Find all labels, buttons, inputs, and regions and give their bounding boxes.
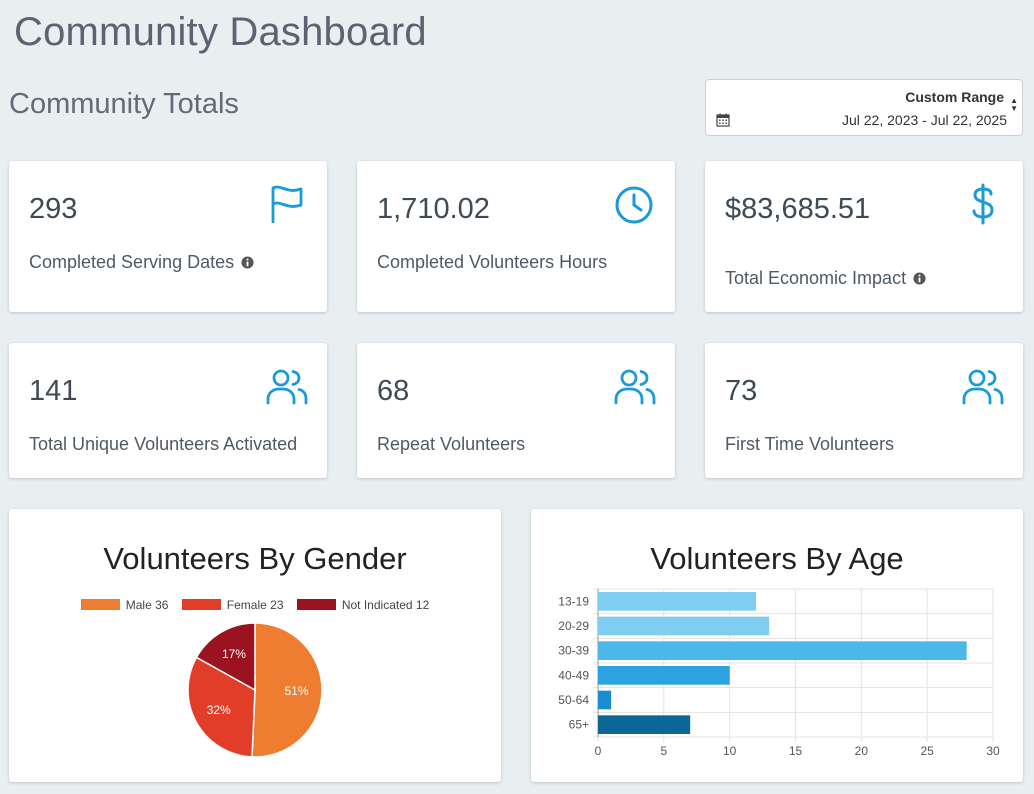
x-tick-label: 30 [986, 744, 1000, 758]
legend-label: Female 23 [226, 598, 284, 612]
y-tick-label: 50-64 [558, 693, 589, 707]
users-icon [614, 369, 656, 405]
date-range-label: Custom Range [905, 89, 1004, 105]
gender-chart-title: Volunteers By Gender [103, 541, 407, 576]
stat-label: Repeat Volunteers [377, 434, 526, 454]
legend-item-male[interactable]: Male 36 [80, 598, 169, 612]
pie-slice-male[interactable] [251, 622, 323, 758]
clock-icon [615, 186, 653, 224]
pie-slice-not-indicated[interactable] [195, 622, 256, 692]
x-tick-label: 20 [855, 744, 869, 758]
stat-value: 1,710.02 [377, 193, 490, 225]
stat-label: Completed Volunteers Hours [377, 252, 608, 272]
users-icon [266, 369, 308, 405]
stat-label-text: Completed Serving Dates [29, 252, 235, 272]
stat-value: 73 [725, 375, 758, 407]
section-title: Community Totals [9, 88, 239, 120]
age-chart-title: Volunteers By Age [650, 541, 904, 576]
info-icon[interactable] [241, 256, 254, 269]
legend-item-not-indicated[interactable]: Not Indicated 12 [296, 598, 430, 612]
gender-chart-card: Volunteers By Gender Male 36 Female 23 N… [9, 509, 501, 782]
stat-value: 141 [29, 375, 78, 407]
stat-card-serving-dates: 293 Completed Serving Dates [9, 161, 327, 312]
x-tick-label: 15 [789, 744, 803, 758]
x-tick-label: 5 [660, 744, 667, 758]
gender-chart-legend: Male 36 Female 23 Not Indicated 12 [9, 598, 501, 612]
stat-value: 68 [377, 375, 410, 407]
gender-pie-chart: 51% 32% 17% [187, 622, 323, 758]
x-tick-label: 10 [723, 744, 737, 758]
legend-item-female[interactable]: Female 23 [181, 598, 284, 612]
bar-20-29[interactable] [598, 616, 770, 636]
pie-slice-label: 51% [285, 684, 309, 698]
bar-65+[interactable] [598, 715, 691, 734]
y-tick-label: 30-39 [558, 644, 589, 658]
stat-card-unique-volunteers: 141 Total Unique Volunteers Activated [9, 343, 327, 478]
legend-label: Not Indicated 12 [341, 598, 430, 612]
y-tick-label: 40-49 [558, 668, 589, 682]
pie-slice-label: 17% [222, 647, 246, 661]
bar-30-39[interactable] [598, 641, 967, 660]
legend-swatch [181, 599, 221, 610]
pie-slice-label: 32% [207, 703, 231, 717]
flag-icon [271, 185, 303, 223]
age-bar-chart: 13-19 20-29 30-39 40-49 50-64 65+ 0 5 10 15 20 25 30 [558, 588, 1000, 758]
calendar-icon [716, 113, 730, 127]
stat-card-repeat-volunteers: 68 Repeat Volunteers [357, 343, 675, 478]
info-icon[interactable] [913, 272, 926, 285]
stat-value: $83,685.51 [725, 193, 871, 225]
dollar-icon [972, 183, 994, 225]
stat-label: Total Economic Impact [725, 268, 926, 289]
page-title: Community Dashboard [14, 10, 427, 54]
y-tick-label: 65+ [569, 718, 589, 732]
y-tick-label: 13-19 [558, 594, 589, 608]
pie-slice-female[interactable] [187, 656, 256, 758]
legend-swatch [296, 599, 336, 610]
date-range-value: Jul 22, 2023 - Jul 22, 2025 [841, 112, 1007, 128]
x-tick-label: 25 [920, 744, 934, 758]
stat-label: Completed Serving Dates [29, 252, 254, 273]
sort-caret-icon: ▲ ▼ [1010, 96, 1018, 113]
bar-13-19[interactable] [598, 592, 756, 611]
bar-40-49[interactable] [598, 666, 730, 685]
legend-label: Male 36 [125, 598, 169, 612]
x-tick-label: 0 [595, 744, 602, 758]
stat-value: 293 [29, 193, 78, 225]
age-chart-card: Volunteers By Age 13-19 20-29 30-39 40-49 50… [531, 509, 1023, 782]
legend-swatch [80, 599, 120, 610]
users-icon [962, 369, 1004, 405]
stat-label-text: Total Economic Impact [725, 268, 907, 288]
y-tick-label: 20-29 [558, 619, 589, 633]
bar-50-64[interactable] [598, 690, 612, 710]
stat-card-first-time-volunteers: 73 First Time Volunteers [705, 343, 1023, 478]
stat-label: First Time Volunteers [725, 434, 895, 454]
stat-card-volunteer-hours: 1,710.02 Completed Volunteers Hours [357, 161, 675, 312]
date-range-picker[interactable]: Custom Range Jul 22, 2023 - Jul 22, 2025… [705, 79, 1023, 136]
stat-label: Total Unique Volunteers Activated [29, 434, 298, 454]
stat-card-economic-impact: $83,685.51 Total Economic Impact [705, 161, 1023, 312]
